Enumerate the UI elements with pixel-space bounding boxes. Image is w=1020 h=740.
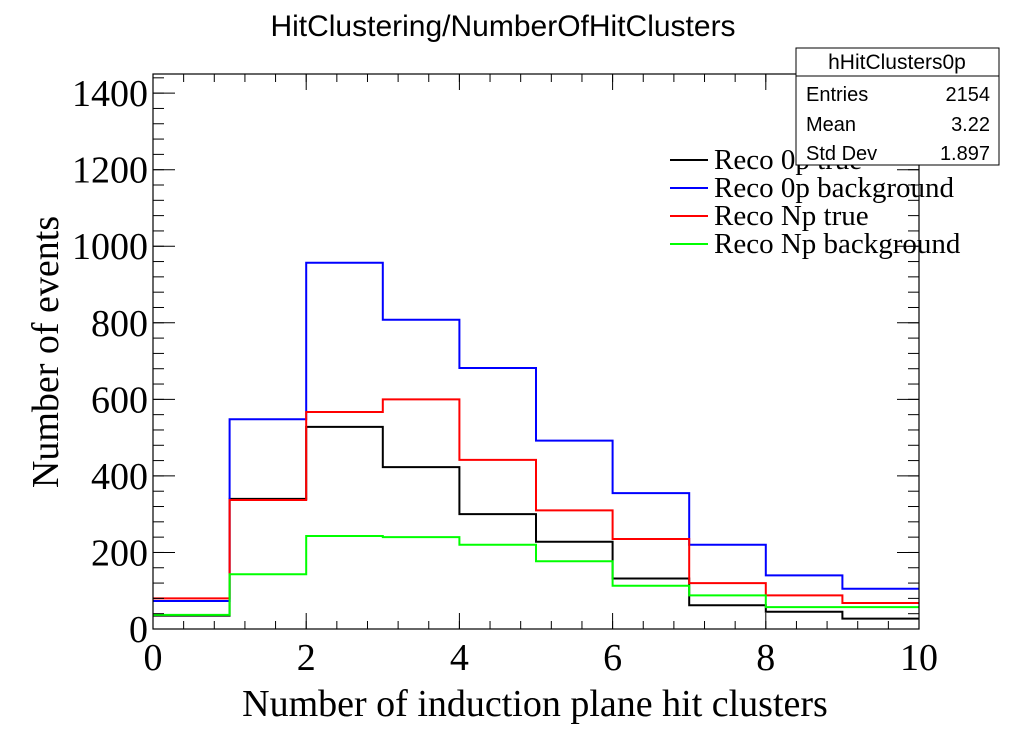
stats-mean-value: 3.22 [951,114,990,136]
histogram-series-reco-0p-true [153,425,919,620]
chart-title: HitClustering/NumberOfHitClusters [270,10,735,43]
stats-entries-value: 2154 [946,84,991,106]
y-tick-label: 1400 [72,73,148,115]
plot-frame-box [152,73,920,630]
x-axis-label: Number of induction plane hit clusters [242,683,828,725]
legend-label: Reco Np true [714,200,869,232]
x-tick-label: 0 [144,637,163,679]
x-tick-label: 2 [297,637,316,679]
y-tick-label: 0 [129,609,148,651]
legend-label: Reco 0p background [714,172,954,204]
x-tick-label: 4 [450,637,469,679]
stats-stddev-value: 1.897 [940,143,990,165]
histogram-series-reco-np-true [153,398,919,604]
y-tick-label: 600 [91,379,148,421]
y-tick-label: 1200 [72,150,148,192]
stats-entries-label: Entries [806,84,868,106]
legend-label: Reco Np background [714,228,961,260]
x-tick-label: 6 [603,637,622,679]
histogram-series-reco-0p-background [153,261,919,603]
y-tick-label: 200 [91,532,148,574]
histogram-series-reco-np-background [153,534,919,616]
stats-box: hHitClusters0p Entries 2154 Mean 3.22 St… [795,47,1000,166]
stats-box-frame [795,47,1000,166]
y-tick-label: 400 [91,456,148,498]
y-tick-label: 1000 [72,226,148,268]
y-tick-label: 800 [91,303,148,345]
stats-box-title: hHitClusters0p [828,51,966,74]
plot-frame [152,73,920,630]
axis-ticks: 0 2 4 6 8 10 0 200 400 600 800 1000 1200 1400 [72,73,938,679]
x-tick-label: 10 [900,637,938,679]
stats-stddev-label: Std Dev [806,143,877,165]
plot-area [153,261,919,620]
y-axis-label: Number of events [25,216,67,488]
stats-mean-label: Mean [806,114,856,136]
x-tick-label: 8 [756,637,775,679]
